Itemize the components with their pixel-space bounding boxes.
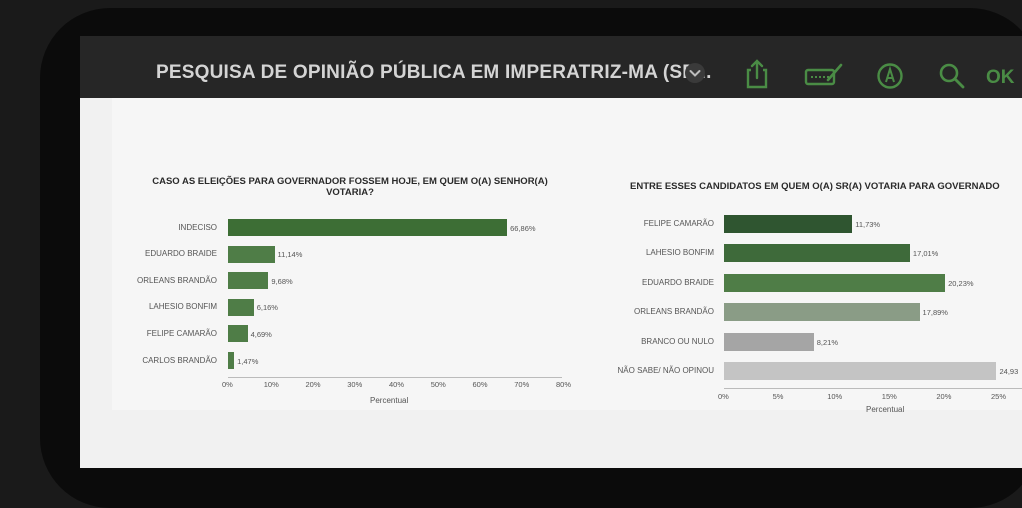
- chart-1-tick-label: 10%: [263, 380, 279, 389]
- chart-2-bar: [724, 362, 997, 380]
- chart-2-tick-label: 5%: [772, 392, 784, 401]
- chart-2-bar: [724, 215, 853, 233]
- chart-1-value-label: 1,47%: [237, 356, 259, 366]
- pen-icon[interactable]: [876, 62, 904, 90]
- chart-1-tick-label: 30%: [347, 380, 363, 389]
- chart-2-category-label: NÃO SABE/ NÃO OPINOU: [617, 366, 714, 375]
- markup-icon[interactable]: [804, 62, 844, 90]
- share-icon[interactable]: [744, 58, 770, 90]
- chart-1-value-label: 6,16%: [256, 303, 278, 313]
- chart-2-category-label: EDUARDO BRAIDE: [641, 277, 714, 287]
- chart-1-tick-label: 20%: [305, 380, 321, 389]
- chart-1-category-label: LAHESIO BONFIM: [148, 302, 217, 312]
- chart-2-value-label: 8,21%: [816, 337, 839, 347]
- chart-1-bar: [228, 272, 269, 290]
- chart-1-tick-label: 40%: [389, 380, 405, 389]
- search-icon[interactable]: [938, 62, 966, 90]
- chart-1-category-label: ORLEANS BRANDÃO: [136, 275, 217, 285]
- ok-button[interactable]: OK: [986, 67, 1015, 88]
- chart-1-bar: [228, 219, 508, 236]
- chart-1-bar: [228, 325, 248, 343]
- chart-1-tick-label: 70%: [514, 380, 530, 389]
- chart-1-title: CASO AS ELEIÇÕES PARA GOVERNADOR FOSSEM …: [152, 176, 548, 198]
- chart-2-bar: [724, 332, 814, 351]
- chart-1-value-label: 66,86%: [510, 223, 536, 233]
- chart-1-value-label: 11,14%: [277, 250, 303, 260]
- chart-1-x-axis: [228, 377, 562, 378]
- chart-1-xlabel: Percentual: [370, 396, 409, 405]
- toolbar: [80, 36, 1022, 98]
- document-title: PESQUISA DE OPINIÃO PÚBLICA EM IMPERATRI…: [156, 62, 712, 83]
- chart-2-tick-label: 20%: [936, 392, 952, 401]
- chart-2-x-axis: [724, 388, 1022, 389]
- chart-2-tick-label: 10%: [827, 392, 843, 401]
- chart-1-category-label: INDECISO: [178, 222, 217, 232]
- chart-1-tick-label: 50%: [430, 380, 446, 389]
- chart-2-tick-label: 15%: [881, 392, 897, 401]
- chart-2-value-label: 11,73%: [855, 220, 881, 229]
- chart-1-tick-label: 60%: [472, 380, 488, 389]
- chart-2-value-label: 24,93: [999, 367, 1019, 376]
- chart-1-category-label: FELIPE CAMARÃO: [146, 328, 217, 338]
- chart-2-value-label: 20,23%: [948, 278, 974, 288]
- chart-2-xlabel: Percentual: [866, 405, 905, 414]
- chart-2-category-label: ORLEANS BRANDÃO: [633, 307, 714, 317]
- chart-2-bar: [724, 273, 946, 292]
- chart-2-title: ENTRE ESSES CANDIDATOS EM QUEM O(A) SR(A…: [630, 181, 1000, 192]
- chart-1-value-label: 4,69%: [250, 329, 272, 339]
- chart-1-tick-label: 80%: [556, 380, 572, 389]
- chart-1-bar: [228, 245, 275, 263]
- chart-2-category-label: FELIPE CAMARÃO: [643, 219, 714, 228]
- chart-2-tick-label: 25%: [991, 392, 1007, 401]
- chart-2-bar: [724, 244, 910, 263]
- chart-2-category-label: BRANCO OU NULO: [641, 336, 714, 346]
- chart-2-value-label: 17,89%: [922, 308, 948, 318]
- chart-2-bar: [724, 303, 920, 322]
- chart-1-category-label: CARLOS BRANDÃO: [142, 355, 217, 365]
- chevron-down-icon[interactable]: [684, 62, 706, 84]
- chart-1-bar: [228, 352, 235, 369]
- chart-1-tick-label: 0%: [222, 380, 233, 389]
- chart-1-category-label: EDUARDO BRAIDE: [144, 249, 217, 259]
- chart-1-value-label: 9,68%: [271, 276, 293, 286]
- chart-2-tick-label: 0%: [718, 392, 729, 401]
- chart-2-value-label: 17,01%: [912, 249, 939, 259]
- chart-1-bar: [228, 298, 254, 316]
- chart-2-category-label: LAHESIO BONFIM: [645, 248, 714, 258]
